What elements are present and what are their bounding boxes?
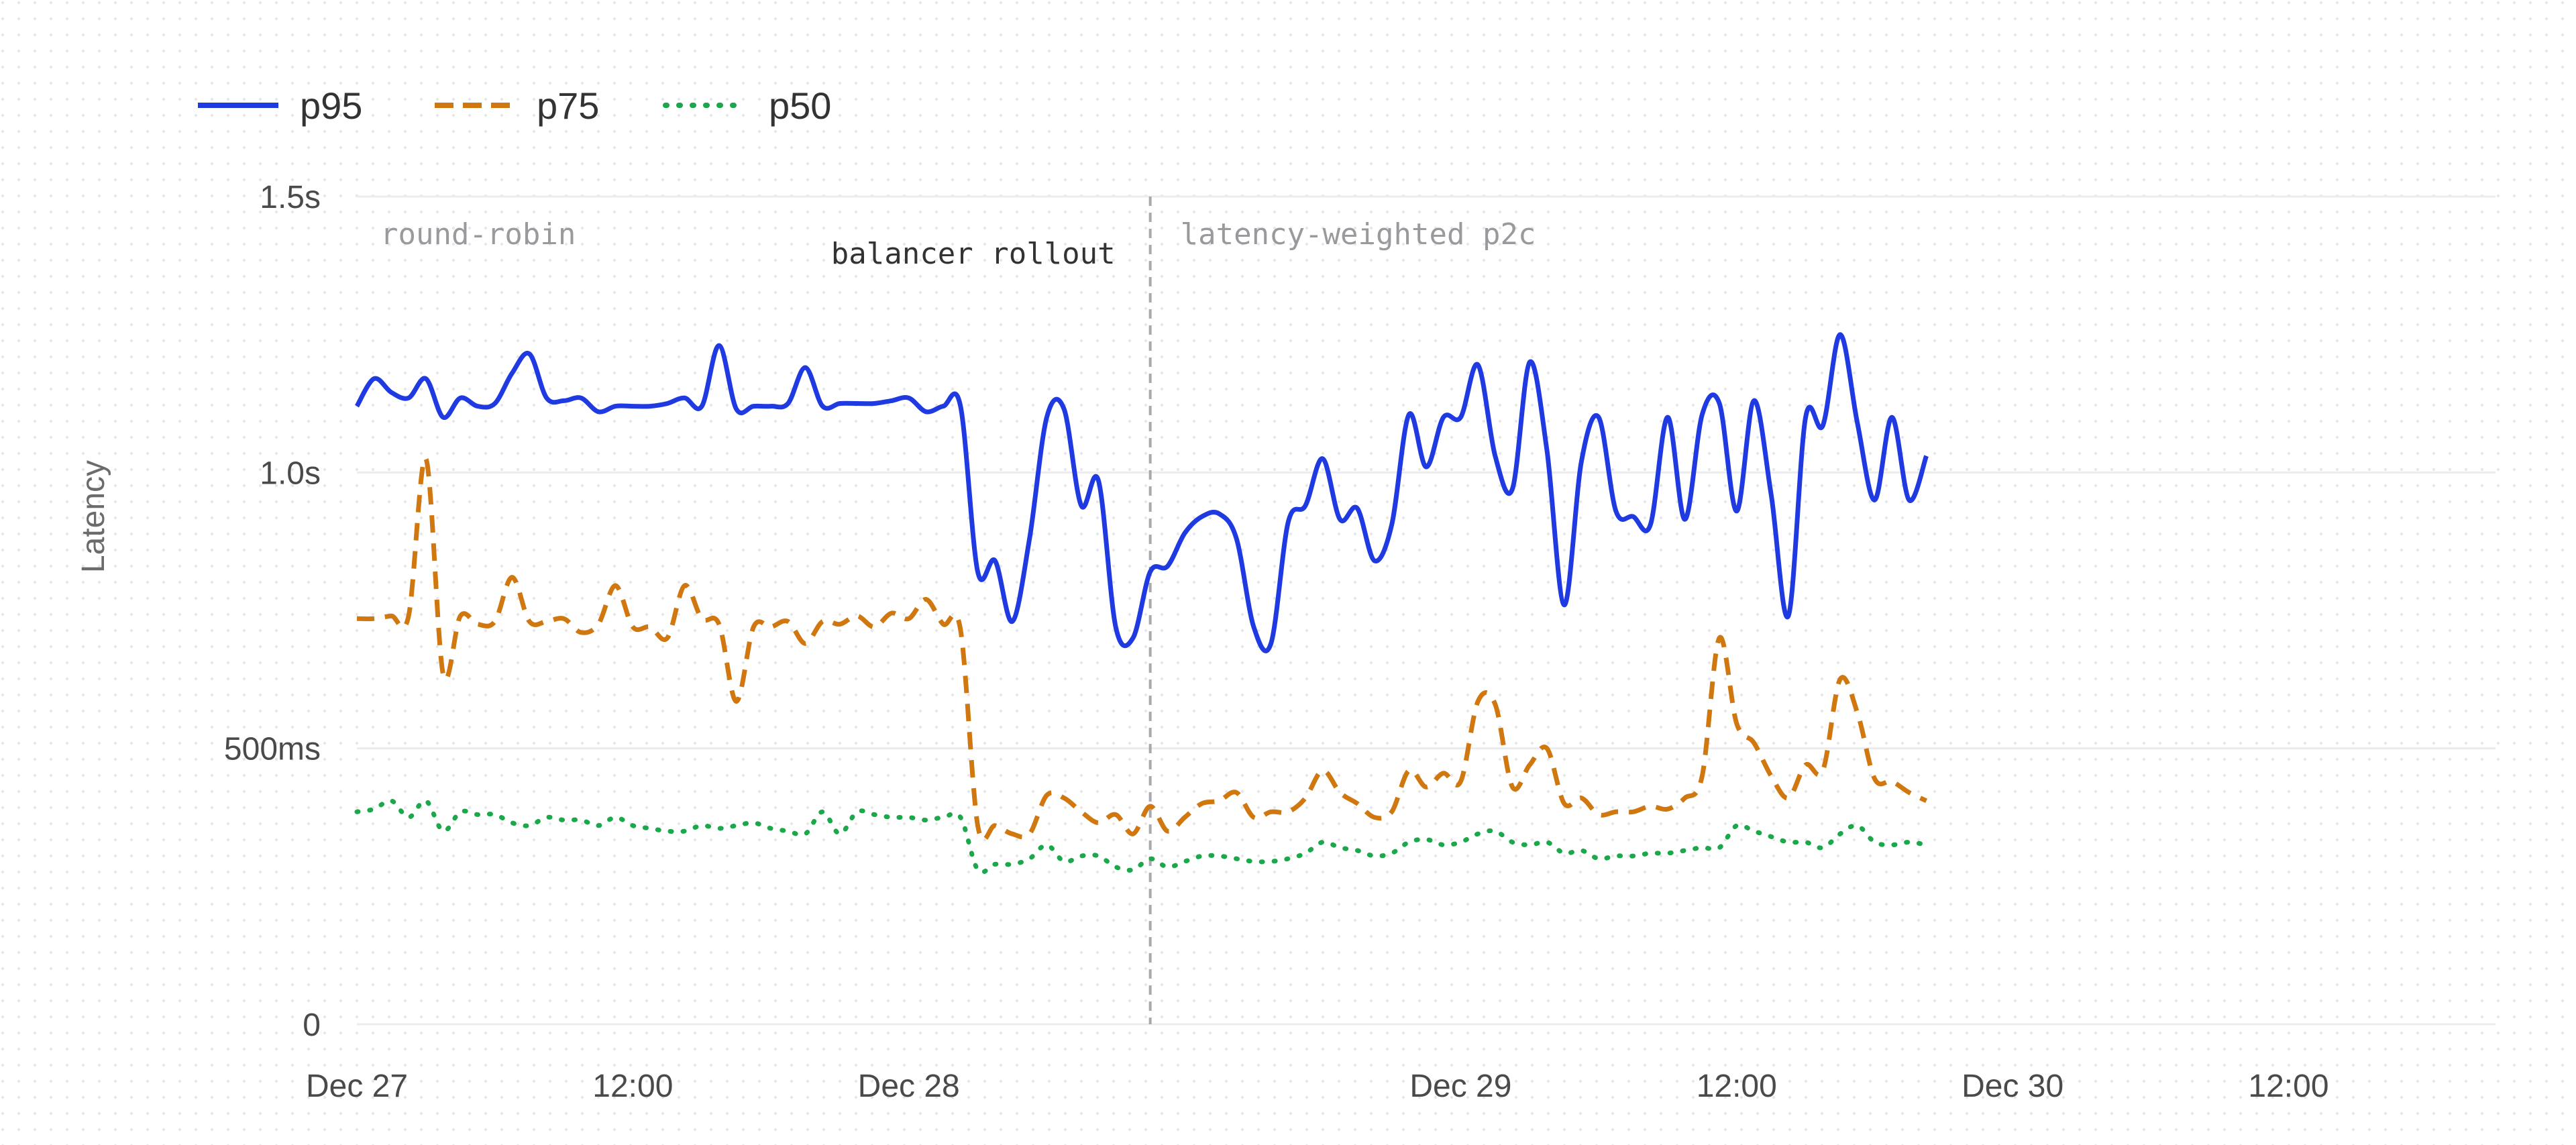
legend-item-p95[interactable]: p95 — [198, 85, 362, 127]
series-line-p75 — [356, 456, 1928, 842]
x-tick-label: 12:00 — [2248, 1069, 2328, 1104]
series-line-p50 — [354, 798, 1929, 875]
legend-label-p50: p50 — [769, 85, 831, 127]
y-tick-label: 1.0s — [260, 455, 321, 491]
series-line-p95 — [354, 332, 1929, 653]
legend-label-p95: p95 — [300, 85, 362, 127]
y-tick-label: 500ms — [224, 732, 321, 767]
legend-item-p50[interactable]: p50 — [663, 85, 831, 127]
y-tick-label: 1.5s — [260, 180, 321, 215]
y-axis-ticks: 0 500ms 1.0s 1.5s — [224, 180, 321, 1043]
gridlines — [357, 195, 2496, 1026]
x-tick-label: Dec 29 — [1409, 1069, 1511, 1104]
series-lines — [354, 332, 1929, 875]
y-axis-title: Latency — [76, 460, 111, 573]
legend-item-p75[interactable]: p75 — [435, 85, 599, 127]
x-axis-ticks: Dec 27 12:00 Dec 28 Dec 29 12:00 Dec 30 12:00 — [306, 1069, 2329, 1104]
legend-label-p75: p75 — [537, 85, 599, 127]
annotations: balancer rollout round-robin latency-weigh… — [380, 197, 1536, 1024]
x-tick-label: Dec 28 — [858, 1069, 960, 1104]
x-tick-label: Dec 30 — [1962, 1069, 2063, 1104]
region-label-before: round-robin — [380, 217, 576, 252]
region-label-after: latency-weighted p2c — [1181, 217, 1536, 252]
chart-legend: p95 p75 p50 — [198, 85, 831, 127]
x-tick-label: Dec 27 — [306, 1069, 408, 1104]
y-tick-label: 0 — [303, 1007, 321, 1043]
x-tick-label: 12:00 — [592, 1069, 673, 1104]
x-tick-label: 12:00 — [1697, 1069, 1777, 1104]
rollout-marker-label: balancer rollout — [831, 237, 1116, 271]
